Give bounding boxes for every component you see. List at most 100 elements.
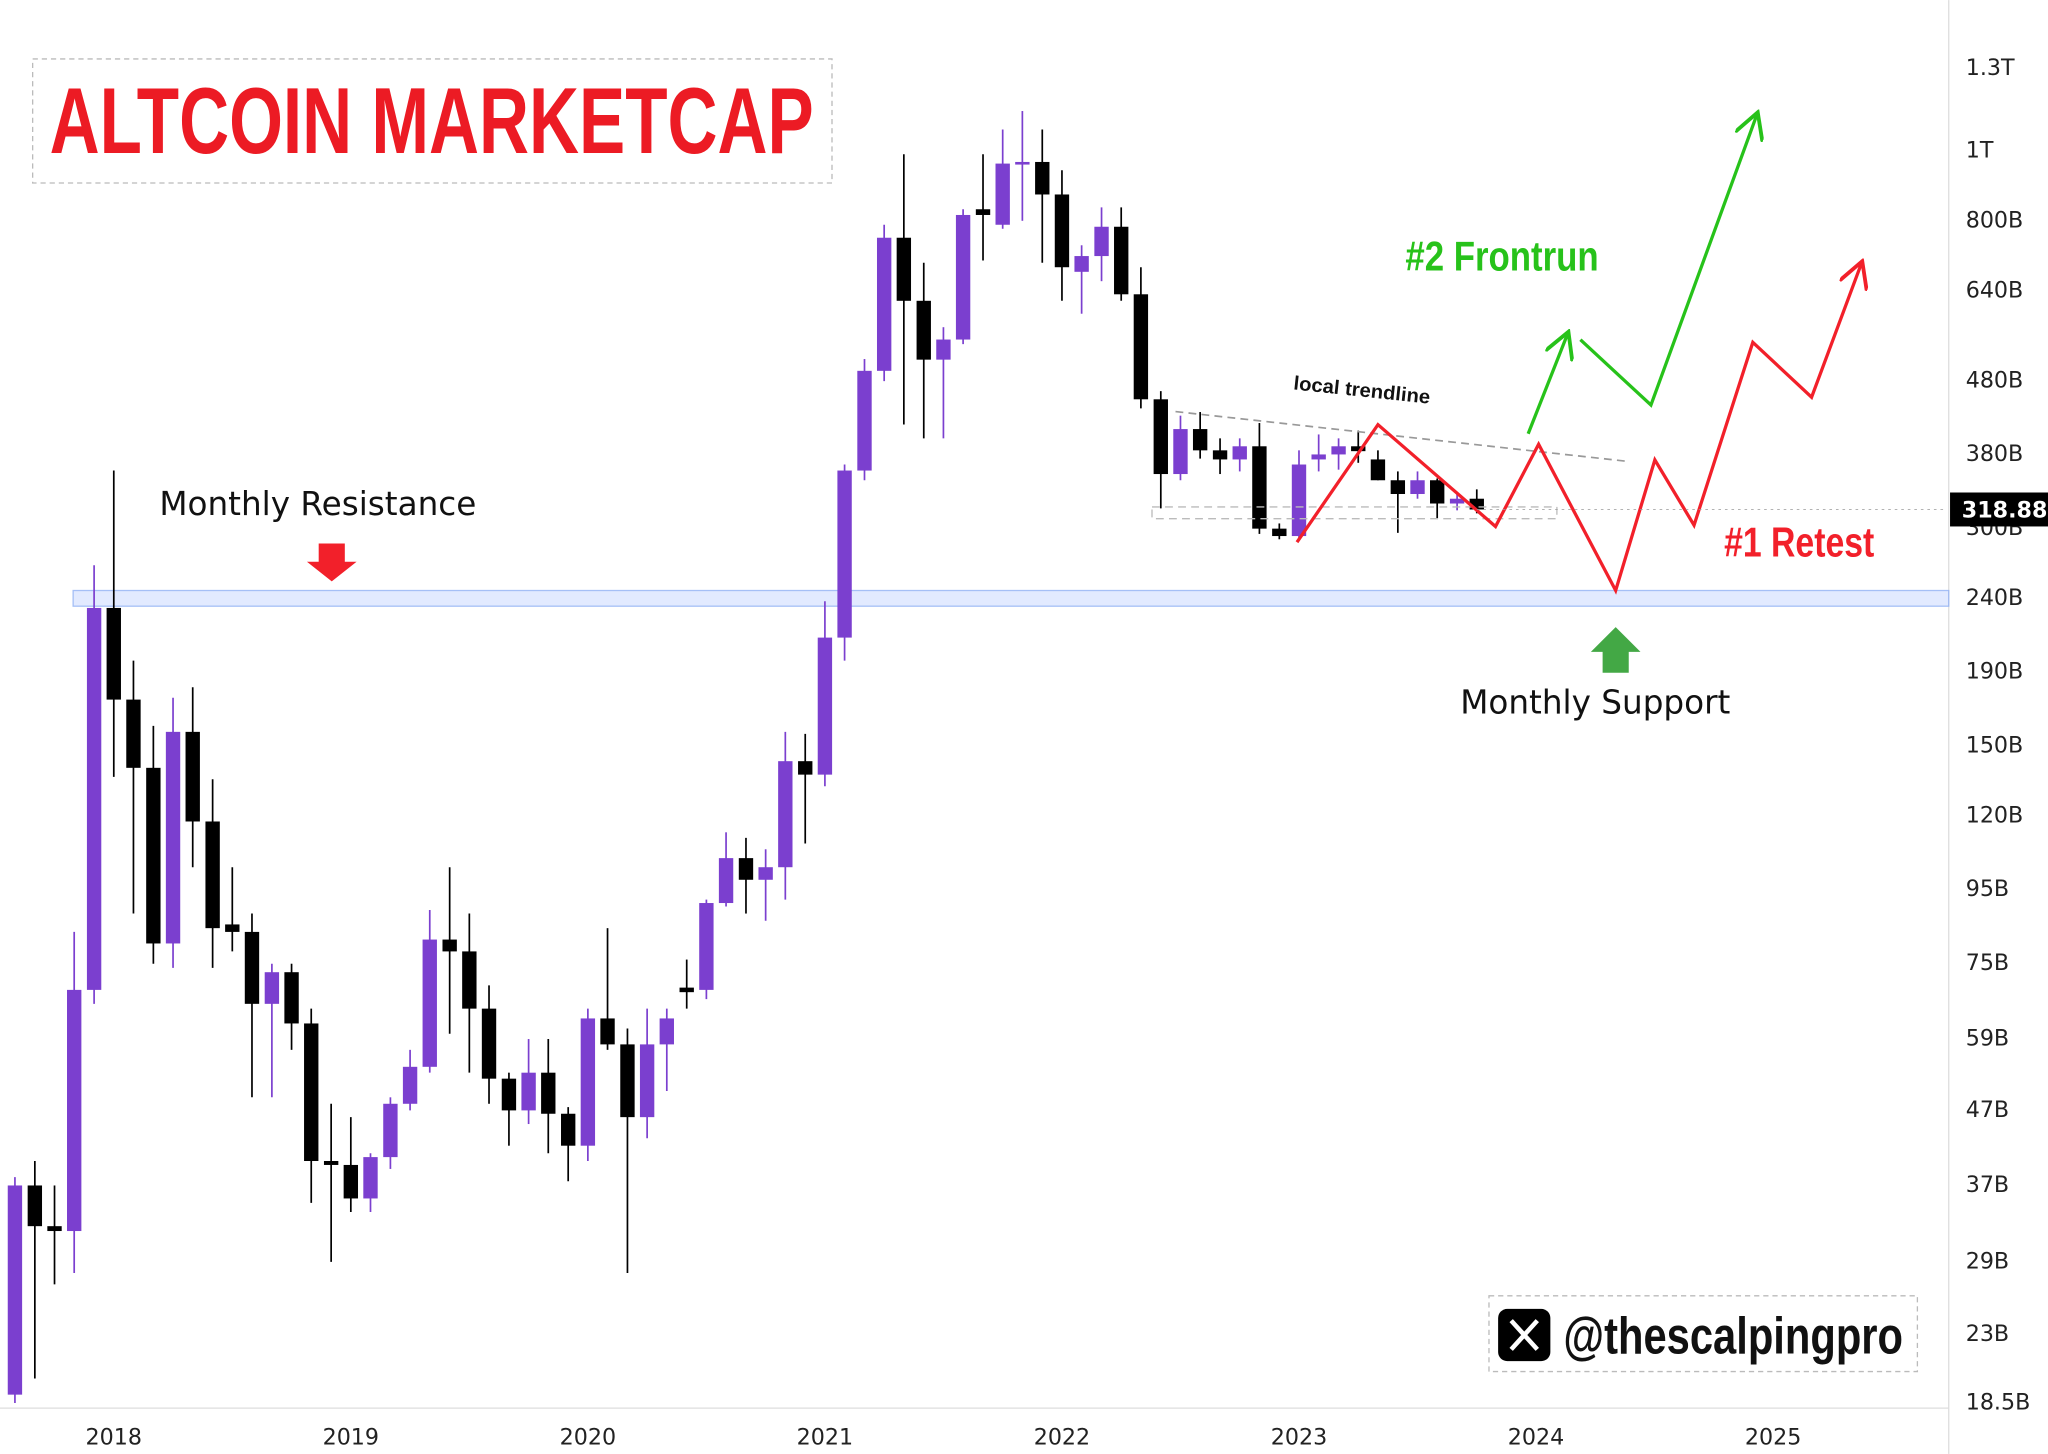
candle-body [798,761,813,775]
y-tick-label: 18.5B [1966,1390,2031,1416]
candle-body [1054,194,1070,268]
candle-body [718,858,734,904]
y-tick-label: 640B [1966,277,2024,303]
candle-body [738,858,754,880]
x-tick-label: 2024 [1508,1425,1564,1451]
y-tick-label: 240B [1966,585,2024,611]
arrow-down [306,543,357,582]
annotation: Monthly Resistance [159,485,476,523]
candle-body [936,339,951,360]
candle-body [1390,480,1406,495]
candle-body [323,1161,339,1165]
x-tick-label: 2021 [797,1425,853,1451]
annotation: Monthly Support [1460,683,1730,721]
candle-body [600,1018,615,1045]
candle-body [7,1185,23,1395]
candle-body [481,1008,497,1079]
x-tick-label: 2020 [560,1425,616,1451]
y-tick-label: 1T [1966,137,1994,163]
projection-green [1526,335,1567,435]
candle-body [1192,429,1208,451]
y-tick-label: 190B [1966,658,2024,684]
x-tick-label: 2025 [1745,1425,1801,1451]
candle-body [304,1023,319,1162]
candle-body [896,237,912,301]
candle-body [1370,459,1386,481]
candle-body [1114,226,1129,295]
candle-body [1153,399,1168,475]
y-tick-label: 380B [1966,441,2024,467]
candle-body [1311,454,1326,460]
candle-body [639,1044,655,1118]
chart-title: ALTCOIN MARKETCAP [50,68,814,173]
candle-body [699,903,714,990]
last-price-label: 318.88 [1962,497,2048,523]
y-tick-label: 37B [1966,1172,2009,1198]
candle-body [1469,498,1484,510]
annotation: #2 Frontrun [1405,233,1598,280]
candle-body [541,1072,556,1114]
candle-body [1291,464,1307,537]
candle-body [422,939,437,1067]
y-tick-label: 23B [1966,1321,2009,1347]
candle-body [47,1226,62,1232]
candle-body [264,972,280,1004]
candle-body [837,470,852,638]
y-tick-label: 480B [1966,368,2024,394]
candle-body [975,209,991,215]
candle-body [1133,294,1149,400]
candle-body [1351,446,1366,452]
projection-green [1579,115,1756,408]
candle-body [1430,480,1445,504]
candle-body [1035,161,1050,195]
x-tick-label: 2022 [1034,1425,1090,1451]
watermark-box [1488,1295,1919,1373]
candle-body [27,1185,43,1227]
candle-body [1449,498,1465,504]
last-price-box [1950,492,2048,527]
range-box [1151,506,1558,520]
candle-body [462,951,477,1009]
x-logo-mark [1509,1319,1539,1351]
candle-body [225,924,240,932]
candle-body [817,637,833,775]
candle-body [1015,161,1030,165]
candle-body [521,1072,536,1111]
candle-body [442,939,457,952]
candle-body [1272,528,1287,537]
candle-body [284,972,299,1024]
candle-body [363,1157,378,1199]
candle-body [1410,480,1425,495]
annotation: #1 Retest [1724,519,1874,566]
candle-body [86,607,102,990]
candle-body [126,699,141,768]
candle-body [383,1103,398,1158]
candle-body [1331,446,1346,455]
candle-body [620,1044,635,1118]
candle-body [955,214,971,340]
candle-body [146,767,161,944]
candle-body [580,1018,596,1146]
candle-body [1094,226,1109,257]
candle-body [67,989,82,1232]
plot [7,111,1484,1404]
candle-body [679,987,694,993]
watermark: @thescalpingpro [1563,1307,1903,1365]
candle-body [1212,450,1228,460]
candle-body [1232,446,1247,460]
candle-body [343,1164,359,1199]
candle-body [402,1066,418,1104]
y-tick-label: 75B [1966,950,2009,976]
candle-body [857,370,872,471]
candle-body [995,163,1010,225]
candle-body [165,731,181,944]
candle-body [244,931,260,1004]
candle-body [758,867,773,880]
resistance-zone [72,589,1950,607]
candle-body [659,1018,674,1045]
candle-body [1252,446,1267,529]
y-tick-label: 29B [1966,1248,2009,1274]
x-tick-label: 2023 [1271,1425,1327,1451]
